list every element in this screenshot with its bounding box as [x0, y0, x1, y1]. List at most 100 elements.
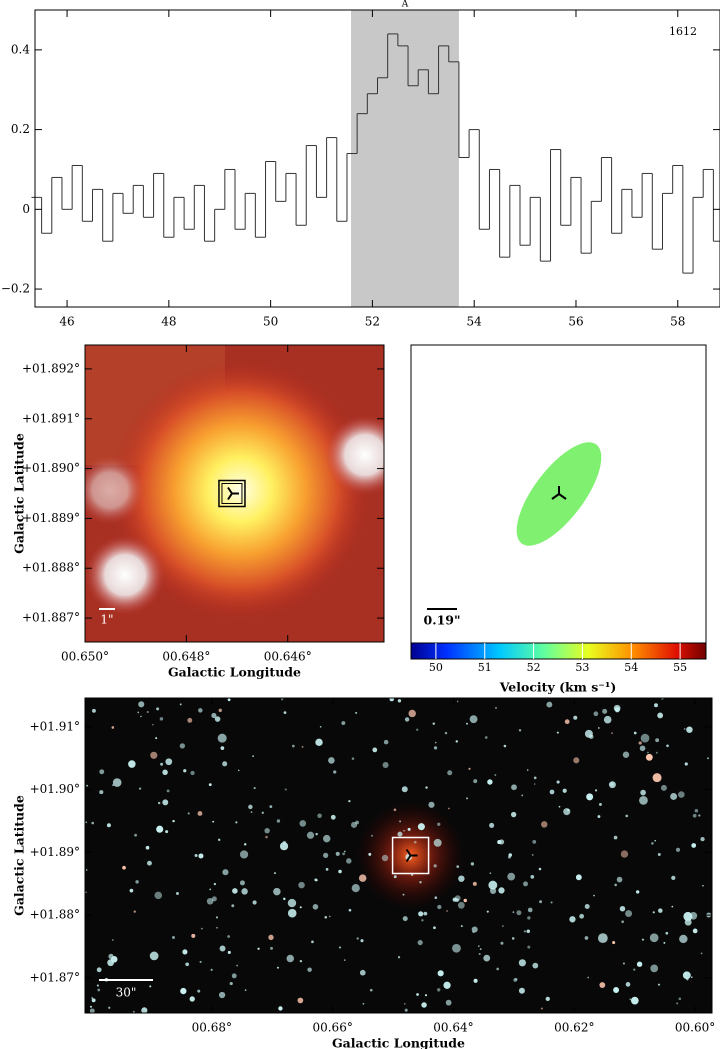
star	[299, 959, 303, 963]
star	[330, 814, 336, 820]
star	[663, 941, 666, 944]
star	[523, 930, 527, 933]
star	[257, 947, 260, 950]
star	[197, 989, 201, 993]
star	[676, 1002, 679, 1005]
star	[470, 862, 475, 866]
star	[692, 928, 698, 934]
star	[146, 711, 149, 714]
star	[227, 935, 231, 938]
star	[593, 894, 595, 897]
star	[149, 985, 152, 988]
star	[599, 982, 606, 988]
star	[556, 731, 559, 734]
highlight-label: A	[401, 0, 409, 10]
star	[393, 808, 397, 812]
star	[133, 910, 136, 913]
star	[227, 698, 231, 702]
star	[498, 887, 505, 894]
star	[487, 779, 493, 785]
x-tick-label: 50	[263, 315, 278, 329]
star	[122, 865, 126, 870]
source-arm	[558, 493, 567, 500]
star	[497, 840, 502, 845]
star	[368, 852, 372, 856]
star	[523, 881, 528, 887]
star	[159, 717, 164, 721]
star	[448, 807, 450, 810]
star	[89, 1008, 95, 1013]
star	[494, 774, 497, 776]
colorbar-tick-label: 50	[429, 661, 443, 674]
star	[382, 761, 389, 769]
y-tick-label: +01.890°	[22, 461, 80, 475]
star	[128, 760, 136, 768]
star	[138, 701, 145, 708]
star	[655, 738, 660, 743]
star	[96, 984, 99, 987]
star	[511, 784, 517, 791]
star	[155, 737, 158, 740]
star	[692, 813, 697, 818]
star	[324, 915, 328, 919]
source-marker	[218, 479, 246, 508]
star	[338, 869, 342, 874]
star	[220, 746, 225, 750]
colorbar-tick-label: 51	[478, 661, 492, 674]
star	[134, 833, 138, 837]
x-tick-label: 00.68°	[192, 1021, 232, 1035]
star	[138, 787, 142, 790]
star	[187, 717, 193, 723]
highlight	[351, 10, 459, 307]
star	[472, 930, 475, 934]
y-tick-label: −0.2	[1, 282, 30, 296]
star	[209, 888, 212, 891]
star	[539, 900, 542, 904]
star	[472, 881, 477, 886]
star	[146, 860, 152, 866]
star	[456, 865, 460, 869]
star	[657, 853, 661, 856]
star	[156, 825, 164, 833]
star	[328, 757, 335, 764]
star	[229, 981, 233, 986]
star	[635, 890, 640, 894]
star	[433, 864, 437, 868]
star	[670, 793, 678, 800]
star	[185, 962, 190, 967]
star	[190, 770, 195, 776]
x-axis-label: Galactic Longitude	[168, 665, 301, 680]
star	[636, 961, 643, 967]
star	[404, 717, 410, 722]
star	[342, 852, 345, 856]
source-box	[221, 483, 243, 504]
star	[135, 880, 139, 884]
x-tick-label: 56	[568, 315, 583, 329]
y-tick-label: +01.891°	[22, 411, 80, 425]
y-tick-label: +01.892°	[22, 361, 80, 375]
star	[620, 850, 629, 858]
star	[298, 881, 305, 889]
star	[527, 907, 533, 913]
star	[219, 945, 226, 952]
star	[612, 941, 616, 945]
star	[91, 998, 96, 1003]
star	[666, 744, 669, 748]
star	[252, 900, 257, 905]
star	[358, 874, 367, 882]
star	[518, 959, 526, 967]
star	[479, 948, 482, 951]
star	[274, 872, 276, 874]
star	[416, 728, 419, 731]
star	[651, 842, 654, 845]
star	[216, 926, 218, 929]
star	[629, 998, 632, 1001]
source-image	[85, 345, 384, 642]
star	[232, 888, 238, 894]
source-box	[391, 836, 430, 875]
star	[283, 711, 287, 714]
star	[512, 911, 515, 913]
star	[434, 896, 438, 899]
star	[162, 769, 168, 776]
star	[182, 949, 188, 955]
